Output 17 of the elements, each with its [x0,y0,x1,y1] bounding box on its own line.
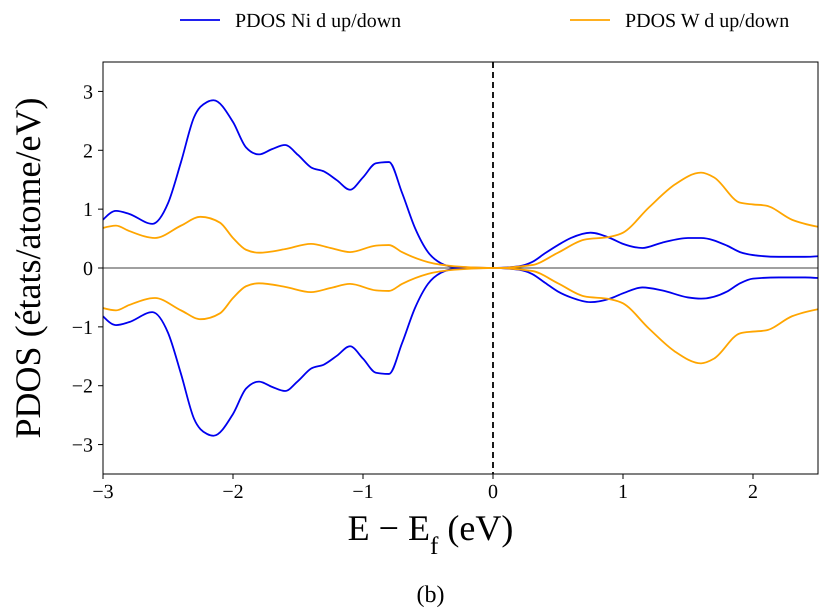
x-tick-label: −1 [352,481,374,503]
y-tick-label: 1 [83,199,93,222]
y-tick-label: −3 [72,434,93,457]
y-axis-title: PDOS (états/atome/eV) [8,98,48,438]
y-tick-label: 2 [83,140,93,162]
legend-label: PDOS Ni d up/down [235,10,402,32]
x-tick-label: 1 [618,481,628,503]
legend-label: PDOS W d up/down [625,10,790,32]
x-tick-label: −2 [222,481,244,503]
x-axis-title: E − E$_{f}$ (eV) [348,508,514,560]
y-tick-label: 3 [83,81,93,104]
text: (b) [416,582,444,608]
x-tick-label: 0 [488,481,498,503]
x-tick-label: 2 [748,481,758,503]
y-tick-label: 0 [83,258,93,280]
y-tick-label: −1 [72,316,93,339]
y-tick-label: −2 [72,376,93,398]
